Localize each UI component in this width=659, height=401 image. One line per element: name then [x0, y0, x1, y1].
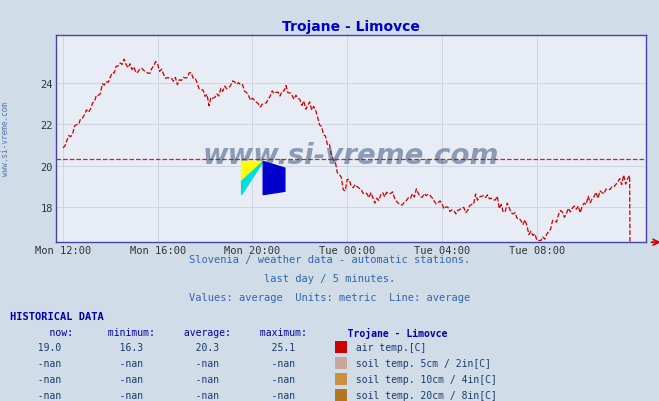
Title: Trojane - Limovce: Trojane - Limovce — [282, 20, 420, 34]
Text: average:: average: — [178, 327, 231, 337]
Text: -nan: -nan — [102, 390, 143, 400]
Text: -nan: -nan — [178, 358, 219, 368]
Text: now:: now: — [26, 327, 73, 337]
Text: -nan: -nan — [254, 374, 295, 384]
Polygon shape — [263, 162, 285, 195]
Text: -nan: -nan — [178, 374, 219, 384]
Text: -nan: -nan — [178, 390, 219, 400]
Text: -nan: -nan — [254, 358, 295, 368]
Text: air temp.[C]: air temp.[C] — [350, 342, 426, 352]
Text: soil temp. 5cm / 2in[C]: soil temp. 5cm / 2in[C] — [350, 358, 491, 368]
Polygon shape — [242, 162, 263, 195]
Text: -nan: -nan — [26, 358, 61, 368]
Text: www.si-vreme.com: www.si-vreme.com — [1, 101, 10, 175]
Text: minimum:: minimum: — [102, 327, 155, 337]
Text: 16.3: 16.3 — [102, 342, 143, 352]
Text: Slovenia / weather data - automatic stations.: Slovenia / weather data - automatic stat… — [189, 255, 470, 265]
Text: maximum:: maximum: — [254, 327, 306, 337]
Text: Values: average  Units: metric  Line: average: Values: average Units: metric Line: aver… — [189, 292, 470, 302]
Text: soil temp. 20cm / 8in[C]: soil temp. 20cm / 8in[C] — [350, 390, 497, 400]
Text: HISTORICAL DATA: HISTORICAL DATA — [10, 311, 103, 321]
Polygon shape — [242, 162, 263, 182]
Text: -nan: -nan — [102, 374, 143, 384]
Text: 25.1: 25.1 — [254, 342, 295, 352]
Text: last day / 5 minutes.: last day / 5 minutes. — [264, 273, 395, 284]
Text: -nan: -nan — [26, 390, 61, 400]
Text: Trojane - Limovce: Trojane - Limovce — [330, 327, 447, 338]
Text: 19.0: 19.0 — [26, 342, 61, 352]
Text: -nan: -nan — [254, 390, 295, 400]
Text: -nan: -nan — [102, 358, 143, 368]
Text: www.si-vreme.com: www.si-vreme.com — [203, 142, 499, 170]
Text: soil temp. 10cm / 4in[C]: soil temp. 10cm / 4in[C] — [350, 374, 497, 384]
Text: 20.3: 20.3 — [178, 342, 219, 352]
Text: -nan: -nan — [26, 374, 61, 384]
